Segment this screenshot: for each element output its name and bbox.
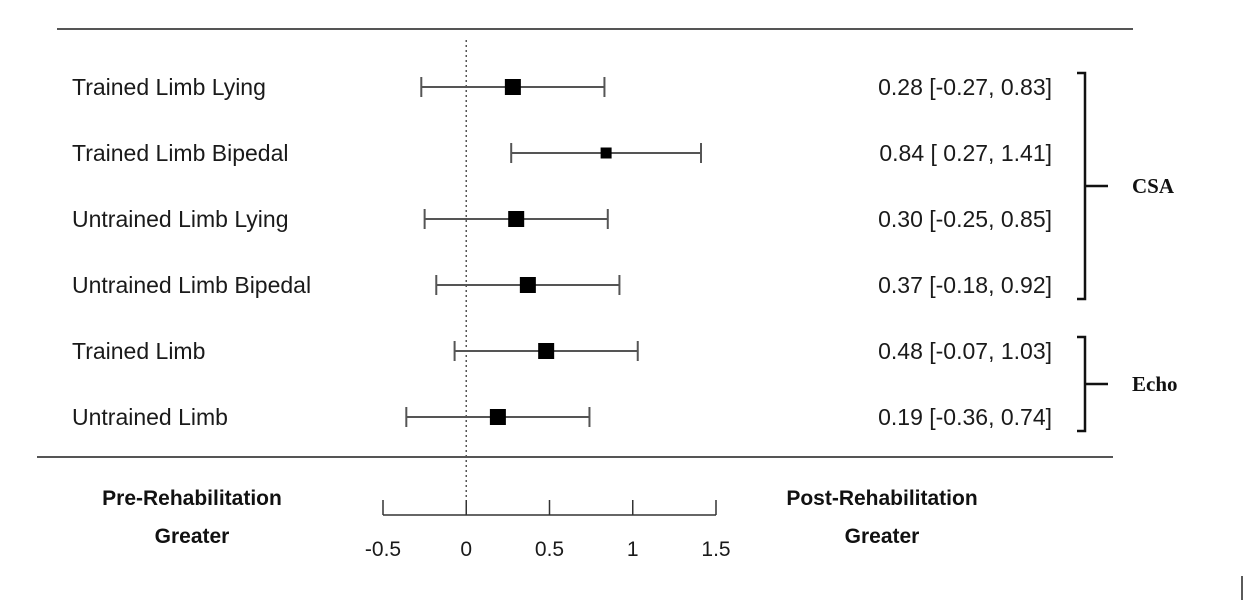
- forest-row: Trained Limb 0.48 [-0.07, 1.03]: [72, 338, 1052, 364]
- bracket-line: [1077, 335, 1108, 433]
- point-estimate-marker: [538, 343, 555, 359]
- row-label: Trained Limb Bipedal: [72, 140, 289, 166]
- x-tick-label: 0.5: [535, 538, 564, 561]
- x-tick-label: 0: [460, 538, 472, 561]
- forest-row: Trained Limb Lying 0.28 [-0.27, 0.83]: [72, 74, 1052, 100]
- forest-row: Trained Limb Bipedal 0.84 [ 0.27, 1.41]: [72, 140, 1052, 166]
- ci-value-label: 0.84 [ 0.27, 1.41]: [879, 140, 1052, 166]
- point-estimate-marker: [489, 409, 506, 425]
- forest-row: Untrained Limb Bipedal 0.37 [-0.18, 0.92]: [72, 272, 1052, 298]
- group-label: CSA: [1132, 174, 1175, 198]
- post-rehab-label: Post-Rehabilitation: [786, 487, 977, 510]
- ci-value-label: 0.30 [-0.25, 0.85]: [878, 206, 1052, 232]
- group-brackets: CSA Echo: [1077, 71, 1178, 433]
- group-label: Echo: [1132, 372, 1178, 396]
- ci-value-label: 0.48 [-0.07, 1.03]: [878, 338, 1052, 364]
- forest-row: Untrained Limb 0.19 [-0.36, 0.74]: [72, 404, 1052, 430]
- forest-row: Untrained Limb Lying 0.30 [-0.25, 0.85]: [72, 206, 1052, 232]
- row-label: Trained Limb Lying: [72, 74, 266, 100]
- group-bracket: CSA: [1077, 71, 1175, 301]
- pre-rehab-label: Greater: [155, 525, 230, 548]
- ci-value-label: 0.28 [-0.27, 0.83]: [878, 74, 1052, 100]
- group-bracket: Echo: [1077, 335, 1178, 433]
- x-tick-label: -0.5: [365, 538, 401, 561]
- forest-rows: Trained Limb Lying 0.28 [-0.27, 0.83]Trai…: [72, 74, 1052, 430]
- x-axis: -0.5 0 0.5 1 1.5: [365, 500, 731, 561]
- row-label: Untrained Limb Lying: [72, 206, 289, 232]
- row-label: Untrained Limb Bipedal: [72, 272, 311, 298]
- direction-labels: Pre-Rehabilitation Greater Post-Rehabilita…: [102, 487, 978, 548]
- point-estimate-marker: [508, 211, 525, 227]
- x-tick-label: 1.5: [701, 538, 730, 561]
- x-tick-label: 1: [627, 538, 639, 561]
- row-label: Trained Limb: [72, 338, 205, 364]
- row-label: Untrained Limb: [72, 404, 228, 430]
- ci-value-label: 0.37 [-0.18, 0.92]: [878, 272, 1052, 298]
- point-estimate-marker: [600, 147, 612, 159]
- bracket-line: [1077, 71, 1108, 301]
- post-rehab-label: Greater: [845, 525, 920, 548]
- point-estimate-marker: [519, 277, 536, 293]
- pre-rehab-label: Pre-Rehabilitation: [102, 487, 282, 510]
- ci-value-label: 0.19 [-0.36, 0.74]: [878, 404, 1052, 430]
- point-estimate-marker: [504, 79, 521, 95]
